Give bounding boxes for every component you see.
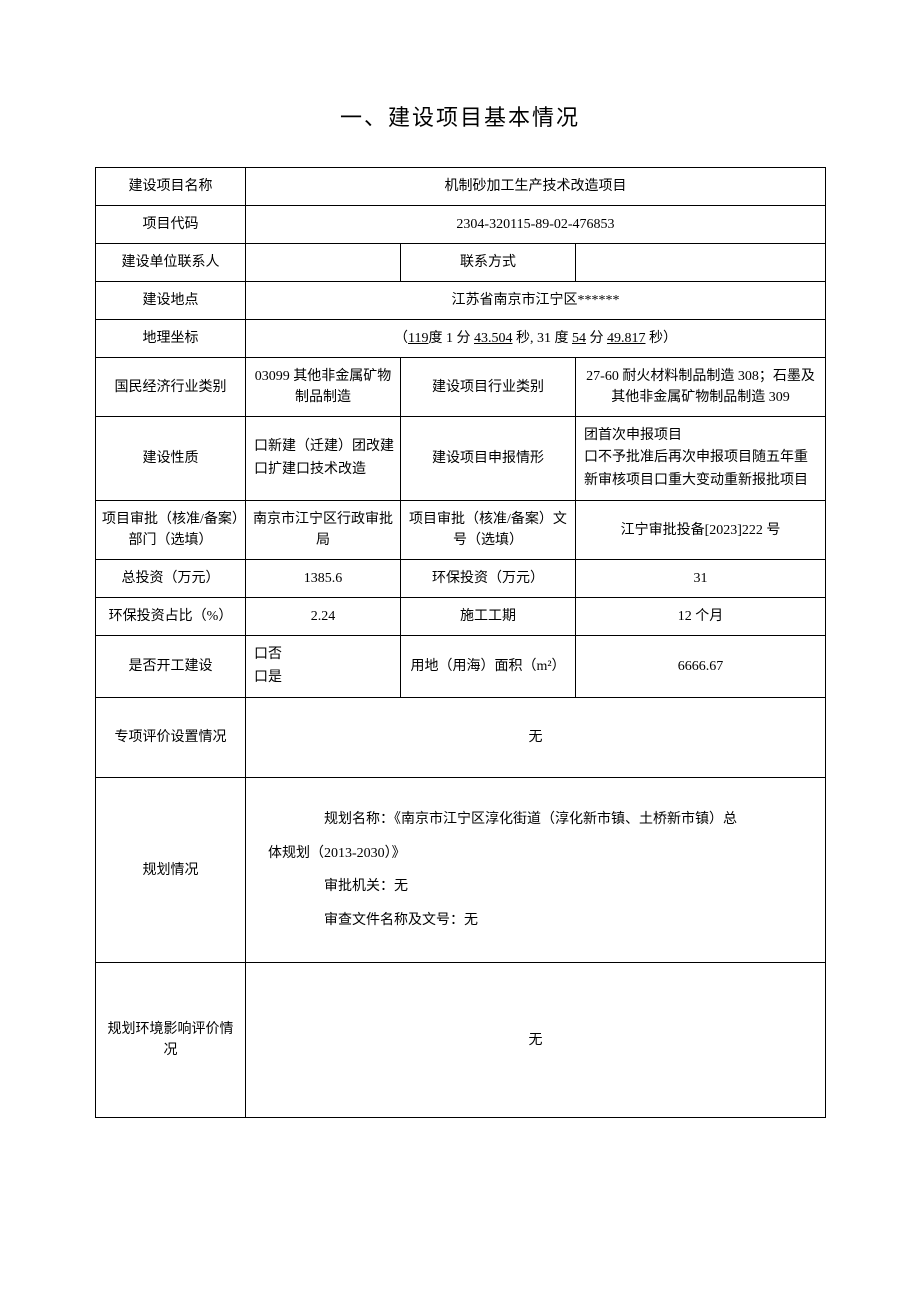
value-industry-class: 03099 其他非金属矿物制品制造 (246, 358, 401, 417)
label-industry-class: 国民经济行业类别 (96, 358, 246, 417)
label-started: 是否开工建设 (96, 636, 246, 698)
table-row: 项目审批（核准/备案）部门（选填） 南京市江宁区行政审批局 项目审批（核准/备案… (96, 501, 826, 560)
label-project-code: 项目代码 (96, 206, 246, 244)
label-approval-doc: 项目审批（核准/备案）文号（选填） (401, 501, 576, 560)
planning-line2: 体规划（2013-2030）》 (296, 837, 805, 871)
coord-min2: 54 (572, 331, 586, 346)
value-env-ratio: 2.24 (246, 598, 401, 636)
value-special-eval: 无 (246, 697, 826, 777)
coord-mid: 秒, 31 度 (512, 331, 572, 346)
project-info-table: 建设项目名称 机制砂加工生产技术改造项目 项目代码 2304-320115-89… (95, 167, 826, 1118)
value-coordinates: （119度 1 分 43.504 秒, 31 度 54 分 49.817 秒） (246, 320, 826, 358)
value-started: 口否 口是 (246, 636, 401, 698)
table-row: 建设地点 江苏省南京市江宁区****** (96, 282, 826, 320)
table-row: 规划情况 规划名称：《南京市江宁区淳化街道（淳化新市镇、土桥新市镇）总 体规划（… (96, 777, 826, 962)
label-build-nature: 建设性质 (96, 417, 246, 501)
value-total-invest: 1385.6 (246, 560, 401, 598)
value-land-area: 6666.67 (576, 636, 826, 698)
label-project-name: 建设项目名称 (96, 168, 246, 206)
value-project-industry: 27-60 耐火材料制品制造 308；石墨及其他非金属矿物制品制造 309 (576, 358, 826, 417)
table-row: 是否开工建设 口否 口是 用地（用海）面积（m²） 6666.67 (96, 636, 826, 698)
table-row: 国民经济行业类别 03099 其他非金属矿物制品制造 建设项目行业类别 27-6… (96, 358, 826, 417)
label-build-location: 建设地点 (96, 282, 246, 320)
label-construct-period: 施工工期 (401, 598, 576, 636)
table-row: 总投资（万元） 1385.6 环保投资（万元） 31 (96, 560, 826, 598)
coord-suffix: 秒） (645, 331, 677, 346)
planning-line4: 审查文件名称及文号：无 (296, 904, 805, 938)
nature-opt1: 口新建（迁建）团改建 (254, 436, 394, 458)
label-coordinates: 地理坐标 (96, 320, 246, 358)
value-approval-doc: 江宁审批投备[2023]222 号 (576, 501, 826, 560)
table-row: 建设项目名称 机制砂加工生产技术改造项目 (96, 168, 826, 206)
declare-line1: 团首次申报项目 (584, 425, 819, 447)
planning-line1: 规划名称：《南京市江宁区淳化街道（淳化新市镇、土桥新市镇）总 (296, 803, 805, 837)
label-special-eval: 专项评价设置情况 (96, 697, 246, 777)
value-contact-method (576, 244, 826, 282)
label-planning-env-eval: 规划环境影响评价情况 (96, 963, 246, 1118)
label-approval-dept: 项目审批（核准/备案）部门（选填） (96, 501, 246, 560)
table-row: 建设性质 口新建（迁建）团改建 口扩建口技术改造 建设项目申报情形 团首次申报项… (96, 417, 826, 501)
coord-deg: 119 (408, 331, 428, 346)
label-contact-person: 建设单位联系人 (96, 244, 246, 282)
value-approval-dept: 南京市江宁区行政审批局 (246, 501, 401, 560)
coord-deg-unit: 度 1 分 (428, 331, 474, 346)
label-planning: 规划情况 (96, 777, 246, 962)
label-env-invest: 环保投资（万元） (401, 560, 576, 598)
value-env-invest: 31 (576, 560, 826, 598)
declare-line2: 口不予批准后再次申报项目随五年重新审核项目口重大变动重新报批项目 (584, 447, 819, 492)
started-opt1: 口否 (254, 644, 394, 666)
table-row: 地理坐标 （119度 1 分 43.504 秒, 31 度 54 分 49.81… (96, 320, 826, 358)
page-title: 一、建设项目基本情况 (95, 100, 825, 132)
value-build-nature: 口新建（迁建）团改建 口扩建口技术改造 (246, 417, 401, 501)
value-contact-person (246, 244, 401, 282)
label-contact-method: 联系方式 (401, 244, 576, 282)
table-row: 环保投资占比（%） 2.24 施工工期 12 个月 (96, 598, 826, 636)
label-declare-type: 建设项目申报情形 (401, 417, 576, 501)
label-env-ratio: 环保投资占比（%） (96, 598, 246, 636)
table-row: 规划环境影响评价情况 无 (96, 963, 826, 1118)
label-total-invest: 总投资（万元） (96, 560, 246, 598)
value-project-code: 2304-320115-89-02-476853 (246, 206, 826, 244)
coord-min-unit: 分 (586, 331, 607, 346)
table-row: 项目代码 2304-320115-89-02-476853 (96, 206, 826, 244)
value-planning-env-eval: 无 (246, 963, 826, 1118)
value-construct-period: 12 个月 (576, 598, 826, 636)
value-build-location: 江苏省南京市江宁区****** (246, 282, 826, 320)
label-land-area: 用地（用海）面积（m²） (401, 636, 576, 698)
label-project-industry: 建设项目行业类别 (401, 358, 576, 417)
coord-prefix: （ (394, 331, 408, 346)
value-project-name: 机制砂加工生产技术改造项目 (246, 168, 826, 206)
value-declare-type: 团首次申报项目 口不予批准后再次申报项目随五年重新审核项目口重大变动重新报批项目 (576, 417, 826, 501)
table-row: 建设单位联系人 联系方式 (96, 244, 826, 282)
coord-sec1: 43.504 (474, 331, 513, 346)
started-opt2: 口是 (254, 667, 394, 689)
table-row: 专项评价设置情况 无 (96, 697, 826, 777)
coord-sec2: 49.817 (607, 331, 646, 346)
nature-opt2: 口扩建口技术改造 (254, 459, 394, 481)
value-planning: 规划名称：《南京市江宁区淳化街道（淳化新市镇、土桥新市镇）总 体规划（2013-… (246, 777, 826, 962)
planning-line3: 审批机关：无 (296, 870, 805, 904)
